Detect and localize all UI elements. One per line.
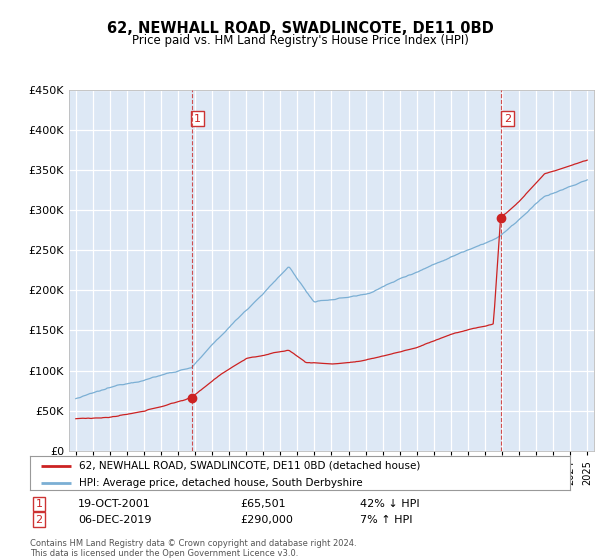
- Text: £65,501: £65,501: [240, 499, 286, 509]
- Text: 06-DEC-2019: 06-DEC-2019: [78, 515, 151, 525]
- Text: £290,000: £290,000: [240, 515, 293, 525]
- Text: Price paid vs. HM Land Registry's House Price Index (HPI): Price paid vs. HM Land Registry's House …: [131, 34, 469, 46]
- Text: 2: 2: [504, 114, 511, 124]
- Text: 2: 2: [35, 515, 43, 525]
- Text: 1: 1: [194, 114, 201, 124]
- Text: 7% ↑ HPI: 7% ↑ HPI: [360, 515, 413, 525]
- Text: 1: 1: [35, 499, 43, 509]
- Text: 42% ↓ HPI: 42% ↓ HPI: [360, 499, 419, 509]
- Text: HPI: Average price, detached house, South Derbyshire: HPI: Average price, detached house, Sout…: [79, 478, 362, 488]
- Text: 19-OCT-2001: 19-OCT-2001: [78, 499, 151, 509]
- Text: Contains HM Land Registry data © Crown copyright and database right 2024.
This d: Contains HM Land Registry data © Crown c…: [30, 539, 356, 558]
- Text: 62, NEWHALL ROAD, SWADLINCOTE, DE11 0BD (detached house): 62, NEWHALL ROAD, SWADLINCOTE, DE11 0BD …: [79, 461, 420, 471]
- Text: 62, NEWHALL ROAD, SWADLINCOTE, DE11 0BD: 62, NEWHALL ROAD, SWADLINCOTE, DE11 0BD: [107, 21, 493, 36]
